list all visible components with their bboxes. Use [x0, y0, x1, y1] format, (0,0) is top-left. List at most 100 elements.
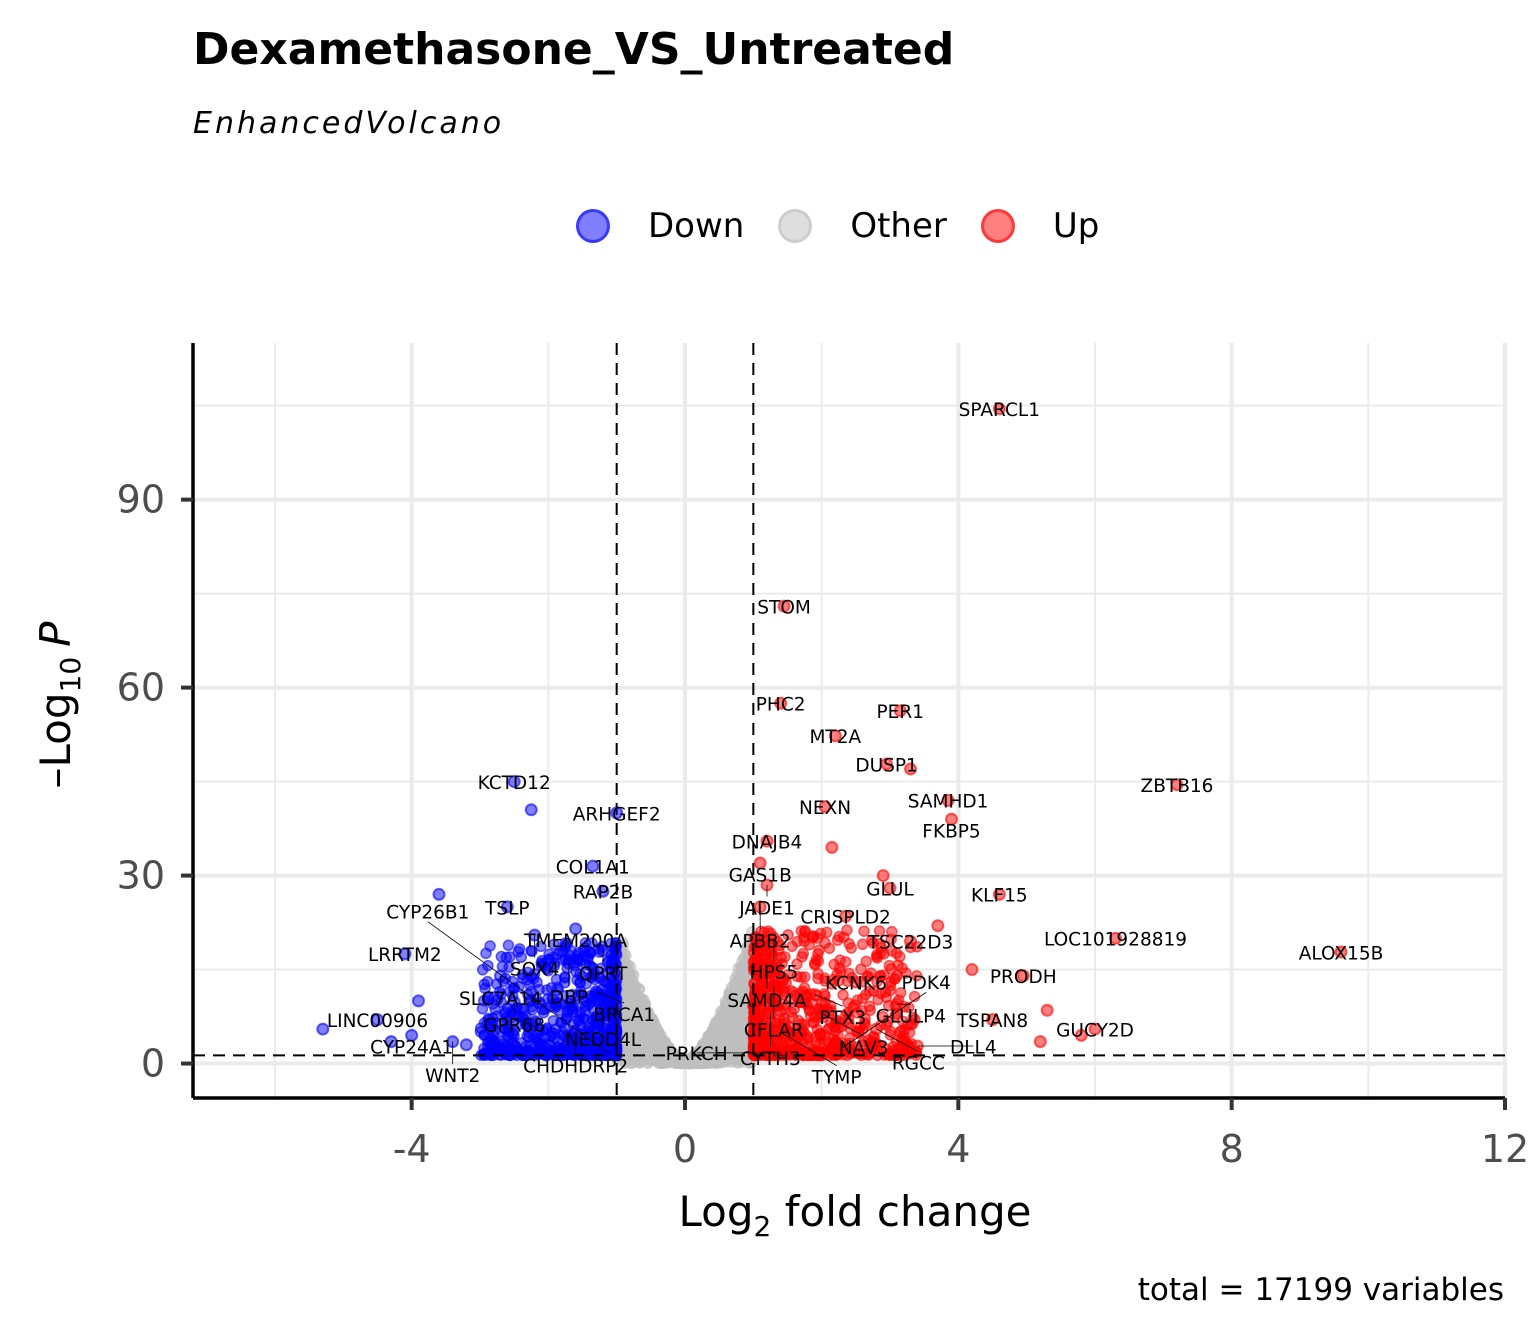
gene-label-dnajb4: DNAJB4 — [732, 832, 803, 853]
legend: Down Other Up — [576, 206, 1133, 246]
point-up — [858, 925, 870, 937]
y-axis-title-rest: P — [31, 621, 80, 647]
gene-label-nexn: NEXN — [799, 798, 851, 819]
gene-label-kctd12: KCTD12 — [478, 773, 551, 794]
point-up — [834, 954, 846, 966]
point-down — [524, 803, 538, 817]
point-other — [638, 1018, 651, 1030]
point-down — [476, 964, 489, 976]
point-up — [796, 951, 808, 963]
y-axis-title-subscript: 10 — [54, 657, 87, 693]
y-tick-label: 30 — [117, 854, 165, 898]
point-up — [1040, 1003, 1054, 1017]
gene-label-tmem200a: TMEM200A — [523, 931, 627, 952]
x-tick-label: 0 — [673, 1127, 697, 1171]
point-other — [621, 1008, 634, 1021]
point-up — [856, 938, 869, 951]
point-up — [886, 925, 898, 938]
point-up — [909, 1013, 921, 1026]
point-up — [931, 919, 945, 933]
point-other — [736, 1019, 749, 1032]
legend-swatch-down — [576, 209, 610, 243]
gene-label-tymp: TYMP — [811, 1068, 862, 1089]
point-up — [810, 1036, 823, 1049]
gene-label-pdk4: PDK4 — [902, 973, 951, 994]
point-up — [1033, 1035, 1047, 1049]
gene-label-apbb2: APBB2 — [730, 931, 791, 952]
point-up — [819, 1029, 831, 1042]
point-up — [754, 1034, 767, 1046]
y-axis-title-main: –Log — [31, 692, 80, 788]
point-up — [888, 973, 901, 985]
legend-label-other: Other — [850, 206, 947, 246]
point-down — [477, 1048, 490, 1060]
gene-label-cyp24a1: CYP24A1 — [370, 1038, 453, 1059]
gene-label-zbtb16: ZBTB16 — [1141, 776, 1214, 797]
point-up — [855, 963, 867, 976]
gene-label-lrrtm2: LRRTM2 — [368, 945, 442, 966]
gene-label-rap2b: RAP2B — [573, 883, 633, 904]
point-other — [730, 975, 743, 988]
gene-label-dusp1: DUSP1 — [855, 755, 917, 776]
point-up — [873, 925, 886, 937]
point-other — [704, 1029, 716, 1041]
gene-label-tspan8: TSPAN8 — [956, 1011, 1028, 1032]
gene-label-glul: GLUL — [866, 879, 914, 900]
y-tick-label: 90 — [117, 478, 165, 522]
gene-label-fkbp5: FKBP5 — [922, 822, 980, 843]
x-tick-label: 4 — [946, 1127, 970, 1171]
point-up — [758, 1048, 771, 1060]
gene-label-glulp4: GLULP4 — [876, 1006, 947, 1027]
grid-lines — [193, 343, 1507, 1098]
gene-label-cflar: CFLAR — [744, 1021, 804, 1042]
legend-label-up: Up — [1052, 206, 1100, 246]
gene-label-hps5: HPS5 — [750, 963, 799, 984]
point-up — [795, 925, 808, 937]
gene-label-tsc22d3: TSC22D3 — [867, 933, 954, 954]
gene-label-sparcl1: SPARCL1 — [959, 400, 1040, 421]
chart-caption: total = 17199 variables — [1137, 1272, 1504, 1308]
point-up — [871, 948, 883, 961]
gene-label-prkch: PRKCH — [666, 1044, 728, 1065]
point-down — [480, 947, 492, 960]
gene-label-cyp26b1: CYP26B1 — [386, 902, 469, 923]
gene-label-nedd4l: NEDD4L — [565, 1030, 642, 1051]
point-down — [535, 1038, 547, 1050]
point-up — [812, 968, 824, 980]
legend-swatch-up — [980, 209, 1015, 243]
point-other — [717, 1014, 729, 1027]
legend-swatch-other — [778, 209, 813, 243]
gene-label-prodh: PRODH — [990, 967, 1057, 988]
x-tick-label: -4 — [393, 1127, 431, 1171]
point-down — [609, 983, 622, 995]
point-other — [638, 994, 650, 1006]
gene-label-cyth3: CYTH3 — [740, 1049, 801, 1070]
gene-label-phc2: PHC2 — [756, 695, 806, 716]
point-up — [900, 1035, 912, 1048]
point-up — [875, 987, 887, 1000]
gene-label-crispld2: CRISPLD2 — [800, 908, 890, 929]
point-up — [782, 929, 794, 941]
point-up — [759, 1023, 771, 1036]
gene-label-linc00906: LINC00906 — [327, 1011, 428, 1032]
gene-label-gas1b: GAS1B — [729, 865, 792, 886]
background-points — [474, 924, 923, 1070]
gene-label-jade1: JADE1 — [738, 898, 795, 919]
point-up — [878, 969, 890, 981]
point-down — [513, 943, 526, 955]
point-up — [965, 963, 979, 977]
point-up — [807, 1016, 819, 1029]
point-up — [810, 954, 822, 966]
y-axis-title: –Log10 P — [31, 621, 87, 789]
gene-label-rgcc: RGCC — [892, 1053, 945, 1074]
x-axis-title: Log2 fold change — [679, 1187, 1032, 1243]
point-up — [784, 993, 797, 1005]
chart-subtitle: EnhancedVolcano — [193, 106, 505, 141]
gene-label-qprt: QPRT — [579, 964, 628, 985]
point-up — [803, 1046, 816, 1058]
gene-label-stom: STOM — [757, 598, 811, 619]
x-axis-title-subscript: 2 — [754, 1210, 772, 1243]
gene-label-samd4a: SAMD4A — [727, 991, 807, 1012]
y-tick-label: 0 — [141, 1042, 165, 1086]
gene-label-gucy2d: GUCY2D — [1056, 1020, 1134, 1041]
